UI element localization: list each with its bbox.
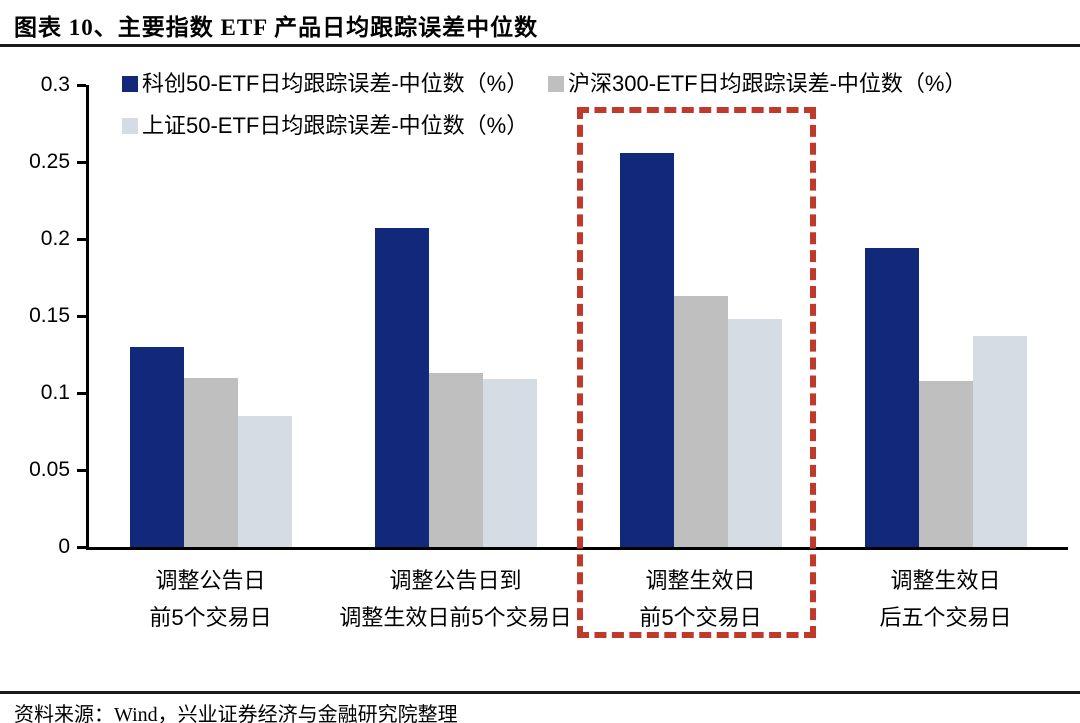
x-category-label: 调整生效日后五个交易日 (823, 562, 1068, 636)
bar (918, 380, 973, 547)
legend-swatch-hushen300 (548, 76, 564, 92)
legend-label-hushen300: 沪深300-ETF日均跟踪误差-中位数（%） (568, 71, 967, 96)
highlight-box (577, 107, 816, 638)
legend-item-shangzheng50: 上证50-ETF日均跟踪误差-中位数（%） (122, 114, 528, 138)
legend-swatch-kechuang50 (122, 76, 138, 92)
bar (619, 152, 674, 547)
y-tick-label: 0.05 (29, 458, 70, 481)
bar (972, 336, 1027, 547)
bar (374, 228, 429, 547)
x-category-label-line: 前5个交易日 (149, 605, 272, 630)
x-category-label-line: 调整公告日到 (389, 568, 522, 593)
source-note: 资料来源：Wind，兴业证券经济与金融研究院整理 (14, 704, 458, 723)
x-category-label-line: 调整公告日 (155, 568, 266, 593)
legend-item-kechuang50: 科创50-ETF日均跟踪误差-中位数（%） (122, 72, 528, 96)
x-category-label-line: 调整生效日 (890, 568, 1001, 593)
y-tick-mark (77, 238, 86, 241)
y-tick-label: 0.1 (40, 381, 70, 404)
x-category-label-line: 调整生效日前5个交易日 (339, 605, 572, 630)
legend-item-hushen300: 沪深300-ETF日均跟踪误差-中位数（%） (548, 72, 966, 96)
y-tick-mark (77, 161, 86, 164)
y-tick-label: 0.25 (29, 150, 70, 173)
y-tick-label: 0.15 (29, 304, 70, 327)
y-tick-mark (77, 469, 86, 472)
legend-label-kechuang50: 科创50-ETF日均跟踪误差-中位数（%） (142, 71, 529, 96)
y-axis-line (86, 85, 89, 550)
legend-label-shangzheng50: 上证50-ETF日均跟踪误差-中位数（%） (142, 113, 529, 138)
x-category-label-line: 前5个交易日 (639, 605, 762, 630)
y-tick-mark (77, 315, 86, 318)
figure-title: 图表 10、主要指数 ETF 产品日均跟踪误差中位数 (14, 15, 539, 40)
x-category-label-line: 后五个交易日 (879, 605, 1012, 630)
chart: 科创50-ETF日均跟踪误差-中位数（%） 沪深300-ETF日均跟踪误差-中位… (0, 47, 1080, 647)
bar (673, 296, 728, 547)
title-divider (0, 44, 1080, 47)
bar (428, 373, 483, 547)
bar (129, 346, 184, 547)
y-tick-mark (77, 392, 86, 395)
legend-swatch-shangzheng50 (122, 118, 138, 134)
x-category-label: 调整公告日到调整生效日前5个交易日 (333, 562, 578, 636)
x-category-label: 调整公告日前5个交易日 (88, 562, 333, 636)
y-tick-label: 0.2 (40, 227, 70, 250)
bar (727, 319, 782, 547)
bar (183, 377, 238, 547)
bar (864, 248, 919, 547)
footer-divider (0, 691, 1080, 694)
y-tick-label: 0 (58, 535, 70, 558)
x-category-label: 调整生效日前5个交易日 (578, 562, 823, 636)
x-category-label-line: 调整生效日 (645, 568, 756, 593)
bar (482, 379, 537, 547)
y-tick-mark (77, 84, 86, 87)
bar (237, 416, 292, 547)
y-tick-label: 0.3 (40, 73, 70, 96)
y-tick-mark (77, 546, 86, 549)
